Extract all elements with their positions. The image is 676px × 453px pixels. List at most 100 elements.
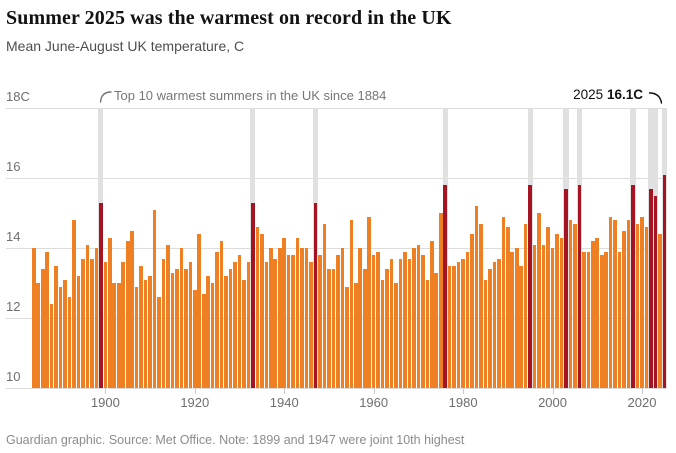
bar-1897 bbox=[90, 258, 94, 388]
bar-1951 bbox=[331, 269, 336, 388]
bar-1919 bbox=[188, 262, 193, 388]
bar-1993 bbox=[519, 265, 524, 388]
bar-1933 bbox=[251, 202, 255, 388]
bar-1960 bbox=[371, 255, 376, 388]
bar-1963 bbox=[385, 269, 389, 388]
x-axis-label-1920: 1920 bbox=[180, 395, 210, 410]
bar-1926 bbox=[219, 241, 224, 388]
bar-1905 bbox=[125, 241, 130, 388]
bar-1954 bbox=[345, 286, 349, 388]
x-axis-label-1940: 1940 bbox=[269, 395, 299, 410]
bar-1999 bbox=[546, 227, 550, 388]
bar-1994 bbox=[523, 223, 528, 388]
bar-1957 bbox=[358, 248, 363, 388]
bar-1916 bbox=[175, 269, 179, 388]
x-axis-tick-2020 bbox=[641, 389, 643, 394]
annotation-arrow-right-icon bbox=[648, 92, 663, 104]
y-axis-label-16: 16 bbox=[6, 159, 21, 174]
bar-1988 bbox=[497, 258, 501, 388]
bar-1944 bbox=[300, 248, 304, 388]
bar-2012 bbox=[604, 251, 608, 388]
bar-1902 bbox=[112, 283, 117, 388]
bar-1949 bbox=[322, 223, 327, 388]
bar-1974 bbox=[434, 272, 439, 388]
x-axis-tick-1980 bbox=[463, 389, 465, 394]
bar-1989 bbox=[501, 216, 506, 388]
bar-1986 bbox=[488, 269, 492, 388]
bar-1958 bbox=[362, 269, 367, 388]
bar-1956 bbox=[353, 283, 358, 388]
bar-1980 bbox=[461, 258, 465, 388]
bar-1889 bbox=[54, 265, 58, 388]
latest-value-annotation: 2025 16.1C bbox=[573, 87, 643, 102]
chart-subtitle: Mean June-August UK temperature, C bbox=[6, 38, 245, 54]
bar-1934 bbox=[255, 227, 260, 388]
bar-1942 bbox=[291, 255, 295, 388]
top10-annotation: Top 10 warmest summers in the UK since 1… bbox=[114, 88, 387, 103]
bar-1915 bbox=[170, 272, 175, 388]
bar-1893 bbox=[72, 220, 76, 388]
bar-1918 bbox=[184, 269, 188, 388]
bar-2018 bbox=[631, 185, 635, 388]
bar-1985 bbox=[483, 279, 488, 388]
bar-1896 bbox=[85, 244, 90, 388]
bar-2005 bbox=[573, 223, 577, 388]
bar-1952 bbox=[336, 255, 340, 388]
bar-1922 bbox=[201, 293, 206, 388]
bar-1975 bbox=[438, 213, 443, 388]
bar-1906 bbox=[130, 230, 134, 388]
x-axis-tick-1900 bbox=[105, 389, 107, 394]
bar-1966 bbox=[398, 258, 403, 388]
bar-1940 bbox=[282, 237, 287, 388]
gridline-18 bbox=[6, 108, 667, 109]
bar-1964 bbox=[389, 258, 394, 388]
bar-1899 bbox=[99, 202, 103, 388]
x-axis-label-2020: 2020 bbox=[627, 395, 657, 410]
bar-2014 bbox=[613, 220, 617, 388]
bar-1932 bbox=[246, 262, 251, 388]
bar-1917 bbox=[179, 248, 184, 388]
bar-1965 bbox=[394, 283, 398, 388]
bar-1907 bbox=[134, 286, 139, 388]
bar-2002 bbox=[559, 237, 564, 388]
temperature-bar-chart: Top 10 warmest summers in the UK since 1… bbox=[0, 85, 676, 415]
bar-1997 bbox=[537, 213, 541, 388]
x-axis-label-2000: 2000 bbox=[538, 395, 567, 410]
bar-1990 bbox=[506, 227, 510, 388]
bar-1967 bbox=[403, 251, 407, 388]
bar-1959 bbox=[367, 216, 371, 388]
bar-1923 bbox=[206, 276, 210, 388]
x-axis-tick-1940 bbox=[284, 389, 286, 394]
bar-1910 bbox=[148, 276, 152, 388]
bar-1971 bbox=[421, 255, 425, 388]
bar-1968 bbox=[407, 258, 412, 388]
bar-1979 bbox=[456, 262, 461, 388]
source-credit: Guardian graphic. Source: Met Office. No… bbox=[6, 433, 465, 447]
bar-1998 bbox=[541, 244, 546, 388]
bar-2000 bbox=[550, 248, 555, 388]
bar-1938 bbox=[273, 258, 278, 388]
latest-year-label: 2025 bbox=[573, 87, 604, 102]
bar-2011 bbox=[599, 255, 604, 388]
bar-2017 bbox=[626, 220, 631, 388]
gridline-10 bbox=[6, 388, 667, 389]
bar-1894 bbox=[76, 276, 81, 388]
bar-1978 bbox=[452, 265, 456, 388]
bar-1984 bbox=[479, 223, 483, 388]
bar-1996 bbox=[532, 244, 537, 388]
bar-1913 bbox=[161, 258, 166, 388]
bar-1911 bbox=[152, 209, 157, 388]
bar-1941 bbox=[286, 255, 291, 388]
bar-1969 bbox=[412, 248, 416, 388]
latest-value-label: 16.1C bbox=[606, 87, 643, 102]
gridline-16 bbox=[6, 178, 667, 179]
bar-1912 bbox=[157, 297, 161, 388]
x-axis-label-1960: 1960 bbox=[359, 395, 389, 410]
bar-1947 bbox=[313, 202, 318, 388]
x-axis-label-1980: 1980 bbox=[448, 395, 478, 410]
bar-1981 bbox=[465, 251, 470, 388]
bar-2004 bbox=[568, 220, 573, 388]
bar-2023 bbox=[653, 195, 658, 388]
gridline-14 bbox=[6, 248, 667, 249]
